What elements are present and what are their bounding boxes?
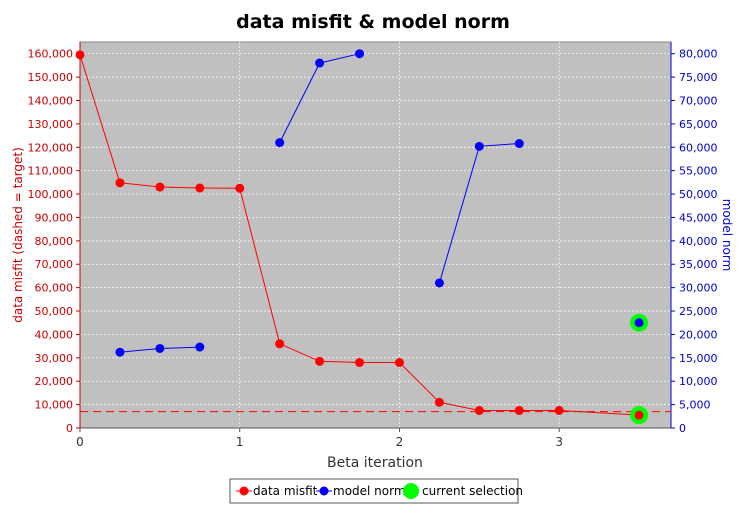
data-misfit-point — [155, 182, 165, 192]
data-misfit-point — [315, 356, 325, 366]
legend-current-selection-label: current selection — [422, 484, 523, 498]
model-norm-point — [275, 138, 285, 148]
model-norm-point — [355, 49, 365, 59]
x-axis-ticks: 0 1 2 3 — [76, 428, 563, 449]
right-y-tick-label: 30,000 — [679, 282, 718, 295]
right-y-tick-label: 60,000 — [679, 141, 718, 154]
x-tick-label: 0 — [76, 435, 84, 449]
x-tick-label: 2 — [396, 435, 404, 449]
right-y-tick-label: 70,000 — [679, 94, 718, 107]
left-y-axis-label: data misfit (dashed = target) — [11, 147, 25, 323]
left-y-tick-label: 160,000 — [28, 48, 74, 61]
data-misfit-point — [275, 339, 285, 349]
data-misfit-point — [195, 183, 205, 193]
legend-model-norm-label: model norm — [333, 484, 406, 498]
data-misfit-point — [474, 405, 484, 415]
right-y-tick-label: 20,000 — [679, 328, 718, 341]
right-y-axis-label: model norm — [720, 199, 734, 272]
model-norm-point — [315, 58, 325, 68]
model-norm-point — [514, 139, 524, 149]
x-tick-label: 1 — [236, 435, 244, 449]
data-misfit-point — [115, 178, 125, 188]
data-misfit-point — [634, 410, 644, 420]
right-y-axis-ticks: 0 5,000 10,000 15,000 20,000 25,000 30,000 35,0… — [671, 48, 718, 435]
left-y-tick-label: 150,000 — [28, 71, 74, 84]
data-misfit-point — [355, 357, 365, 367]
model-norm-point — [434, 278, 444, 288]
model-norm-point — [634, 318, 644, 328]
axes — [79, 42, 672, 429]
right-y-tick-label: 50,000 — [679, 188, 718, 201]
model-norm-point — [474, 141, 484, 151]
right-y-tick-label: 75,000 — [679, 71, 718, 84]
legend-box — [229, 478, 519, 504]
left-y-tick-label: 70,000 — [35, 258, 74, 271]
data-misfit-point — [394, 357, 404, 367]
right-y-tick-label: 25,000 — [679, 305, 718, 318]
left-y-tick-label: 140,000 — [28, 94, 74, 107]
left-y-axis-ticks: 0 10,000 20,000 30,000 40,000 50,000 60,000 70,… — [28, 48, 80, 435]
right-y-tick-label: 80,000 — [679, 48, 718, 61]
left-y-tick-label: 10,000 — [35, 399, 74, 412]
model-norm-point — [155, 343, 165, 353]
left-y-tick-label: 0 — [66, 422, 73, 435]
left-y-tick-label: 90,000 — [35, 211, 74, 224]
data-misfit-point — [75, 50, 85, 60]
left-y-tick-label: 130,000 — [28, 118, 74, 131]
data-misfit-point — [235, 183, 245, 193]
left-y-tick-label: 80,000 — [35, 235, 74, 248]
legend-model-norm-marker — [319, 486, 329, 496]
legend-data-misfit-label: data misfit — [253, 484, 318, 498]
data-misfit-point — [514, 405, 524, 415]
plot-area — [79, 41, 672, 429]
right-y-tick-label: 0 — [679, 422, 686, 435]
right-y-tick-label: 10,000 — [679, 375, 718, 388]
legend: data misfit model norm current selection — [229, 478, 523, 504]
left-y-tick-label: 120,000 — [28, 141, 74, 154]
data-misfit-line — [79, 54, 640, 416]
series-markers — [75, 49, 649, 425]
legend-data-misfit-marker — [239, 486, 249, 496]
right-y-tick-label: 65,000 — [679, 118, 718, 131]
left-y-tick-label: 50,000 — [35, 305, 74, 318]
left-y-tick-label: 30,000 — [35, 352, 74, 365]
right-y-tick-label: 5,000 — [679, 399, 711, 412]
left-y-tick-label: 20,000 — [35, 375, 74, 388]
x-axis-label: Beta iteration — [327, 455, 423, 471]
model-norm-point — [115, 347, 125, 357]
legend-current-selection-marker — [403, 483, 419, 499]
left-y-tick-label: 110,000 — [28, 165, 74, 178]
left-y-tick-label: 40,000 — [35, 328, 74, 341]
grid-lines — [80, 42, 671, 428]
right-y-tick-label: 40,000 — [679, 235, 718, 248]
left-y-tick-label: 60,000 — [35, 282, 74, 295]
chart-title: data misfit & model norm — [236, 11, 510, 33]
x-tick-label: 3 — [555, 435, 563, 449]
right-y-tick-label: 55,000 — [679, 165, 718, 178]
model-norm-point — [195, 342, 205, 352]
data-misfit-point — [434, 397, 444, 407]
right-y-tick-label: 15,000 — [679, 352, 718, 365]
right-y-tick-label: 45,000 — [679, 211, 718, 224]
left-y-tick-label: 100,000 — [28, 188, 74, 201]
data-misfit-point — [554, 405, 564, 415]
right-y-tick-label: 35,000 — [679, 258, 718, 271]
